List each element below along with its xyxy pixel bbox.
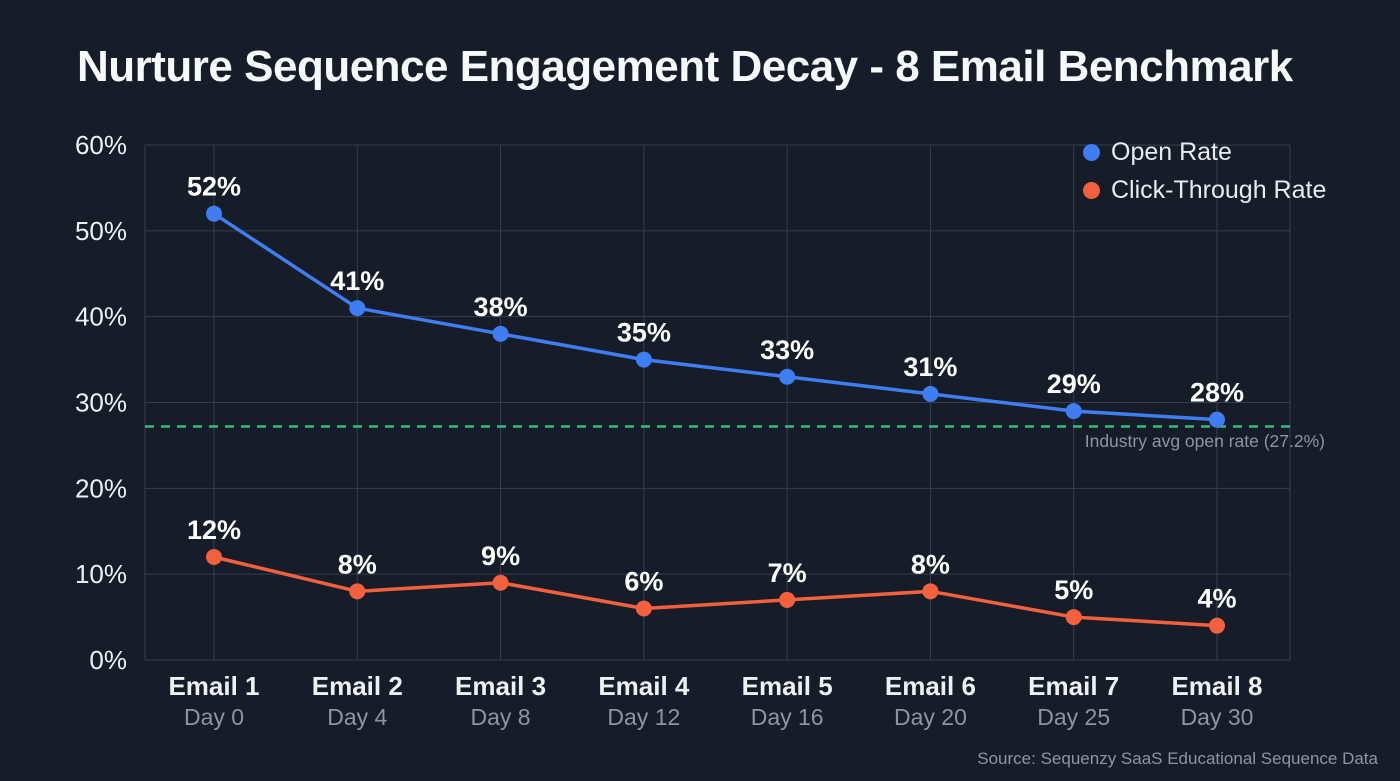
- data-point: [1209, 411, 1225, 428]
- data-point-label: 5%: [1054, 575, 1093, 605]
- open-rate-dot-icon: [1083, 144, 1100, 161]
- data-point-label: 41%: [330, 266, 384, 296]
- legend-label: Open Rate: [1111, 138, 1232, 166]
- data-point: [349, 583, 366, 600]
- data-point: [206, 205, 222, 222]
- x-tick-label: Email 2: [312, 671, 403, 701]
- x-tick-sublabel: Day 25: [1037, 704, 1110, 730]
- data-point: [1209, 617, 1225, 634]
- data-point-label: 28%: [1190, 378, 1244, 408]
- x-tick-label: Email 7: [1028, 671, 1119, 701]
- y-tick-label: 20%: [75, 473, 127, 503]
- y-tick-label: 30%: [75, 388, 127, 418]
- x-tick-sublabel: Day 30: [1181, 704, 1254, 730]
- legend-item-open-rate[interactable]: Open Rate: [1083, 138, 1326, 167]
- data-point-label: 8%: [338, 549, 377, 579]
- chart-legend: Open Rate Click-Through Rate: [1083, 138, 1326, 205]
- data-point-label: 9%: [481, 541, 520, 571]
- data-point: [922, 385, 939, 402]
- data-point-label: 4%: [1197, 584, 1236, 614]
- data-point-label: 52%: [187, 172, 241, 202]
- data-point-label: 29%: [1047, 369, 1101, 399]
- y-tick-label: 0%: [89, 645, 127, 675]
- data-point-label: 38%: [474, 292, 528, 322]
- x-tick-label: Email 5: [742, 671, 833, 701]
- x-tick-label: Email 8: [1171, 671, 1262, 701]
- x-tick-label: Email 3: [455, 671, 546, 701]
- y-tick-label: 10%: [75, 559, 127, 589]
- x-tick-sublabel: Day 8: [471, 704, 531, 730]
- data-point: [635, 600, 652, 617]
- x-tick-sublabel: Day 4: [327, 704, 387, 730]
- click-through-rate-dot-icon: [1083, 182, 1100, 199]
- data-point: [635, 351, 652, 368]
- x-tick-label: Email 4: [598, 671, 690, 701]
- data-point-label: 35%: [617, 318, 671, 348]
- data-point-label: 31%: [903, 352, 957, 382]
- data-point: [779, 591, 796, 608]
- y-tick-label: 40%: [75, 302, 127, 332]
- data-point-label: 6%: [624, 567, 663, 597]
- data-point-label: 33%: [760, 335, 814, 365]
- series-line: [212, 211, 1219, 422]
- reference-line-label: Industry avg open rate (27.2%): [1084, 431, 1325, 451]
- series-line: [212, 555, 1219, 628]
- data-point: [206, 549, 222, 565]
- x-tick-sublabel: Day 12: [607, 704, 680, 730]
- data-point: [1065, 403, 1082, 420]
- data-point: [492, 325, 509, 342]
- data-point: [492, 574, 509, 591]
- source-note: Source: Sequenzy SaaS Educational Sequen…: [977, 749, 1378, 768]
- data-point-label: 8%: [911, 549, 950, 579]
- data-point: [1065, 609, 1082, 626]
- x-tick-sublabel: Day 0: [184, 704, 244, 730]
- chart-title: Nurture Sequence Engagement Decay - 8 Em…: [77, 42, 1293, 91]
- x-tick-sublabel: Day 16: [751, 704, 824, 730]
- data-point-label: 7%: [768, 558, 807, 588]
- x-tick-sublabel: Day 20: [894, 704, 967, 730]
- data-point: [922, 583, 939, 600]
- y-tick-label: 60%: [75, 130, 127, 160]
- data-point-label: 12%: [187, 515, 241, 545]
- data-point: [349, 300, 366, 317]
- x-tick-label: Email 1: [168, 671, 259, 701]
- legend-label: Click-Through Rate: [1111, 176, 1327, 204]
- data-point: [779, 368, 796, 385]
- legend-item-click-through-rate[interactable]: Click-Through Rate: [1083, 176, 1326, 205]
- y-tick-label: 50%: [75, 216, 127, 246]
- x-tick-label: Email 6: [885, 671, 976, 701]
